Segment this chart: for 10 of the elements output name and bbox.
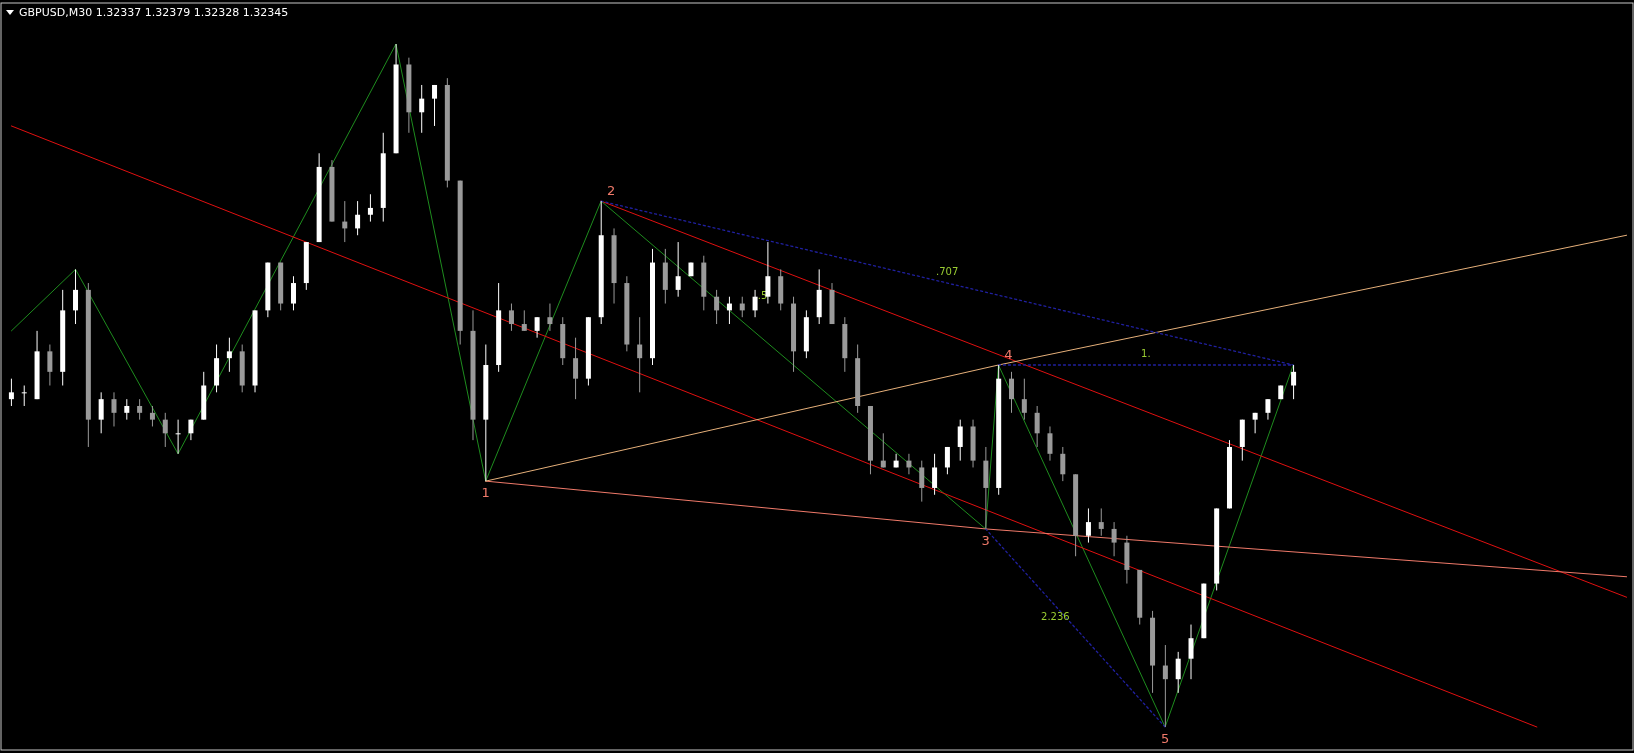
- chart-title: GBPUSD,M30 1.32337 1.32379 1.32328 1.32345: [19, 6, 289, 19]
- annotation: .707: [936, 266, 959, 278]
- annotation: 2.236: [1041, 610, 1070, 622]
- text: 5: [1160, 731, 1170, 746]
- annotation: .5: [757, 289, 768, 301]
- annotation: 4: [1004, 347, 1013, 363]
- annotation: 3: [981, 532, 990, 548]
- annotation: 1: [481, 485, 490, 501]
- annotation: 2: [606, 183, 616, 199]
- annotation: 1.: [1141, 348, 1151, 360]
